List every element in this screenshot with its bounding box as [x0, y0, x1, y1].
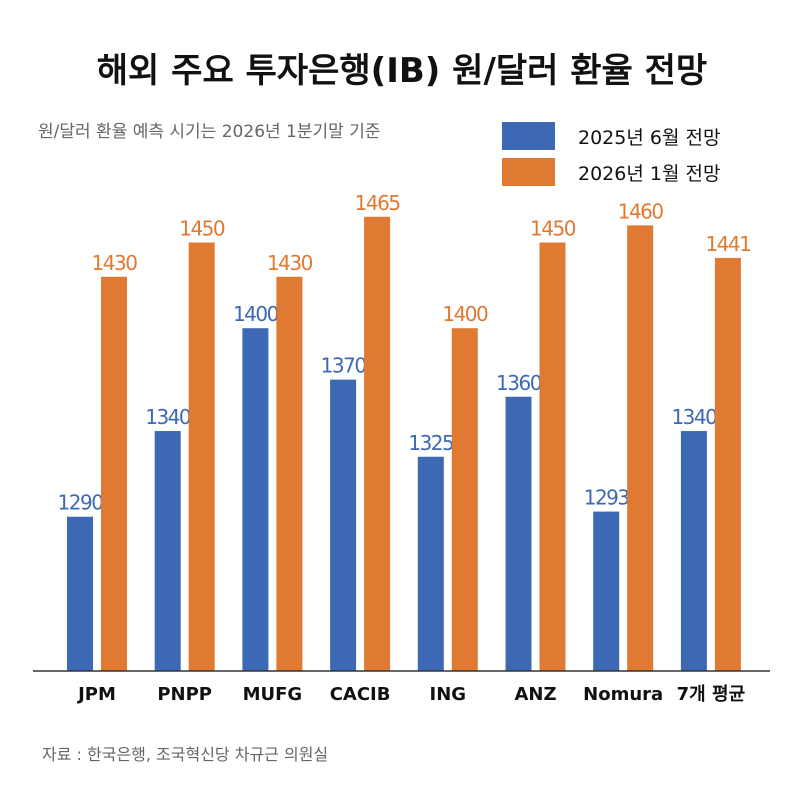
data-label: 1340	[671, 405, 717, 429]
data-label: 1400	[442, 302, 488, 326]
bar-ING-2025	[417, 456, 444, 671]
data-label: 1450	[530, 217, 576, 241]
bar-MUFG-2026	[276, 276, 303, 671]
bar-ING-2026	[451, 328, 478, 671]
bar-Nomura-2025	[593, 511, 620, 671]
x-tick-label: Nomura	[583, 684, 663, 705]
x-tick-label: ING	[430, 684, 467, 705]
bar-PNPP-2025	[154, 431, 181, 671]
x-tick-label: JPM	[76, 684, 116, 705]
x-tick-label: MUFG	[243, 684, 303, 705]
chart-title: 해외 주요 투자은행(IB) 원/달러 환율 전망	[97, 51, 707, 91]
bar-MUFG-2025	[242, 328, 269, 671]
x-tick-label: PNPP	[157, 684, 212, 705]
chart-subtitle: 원/달러 환율 예측 시기는 2026년 1분기말 기준	[38, 122, 380, 142]
bar-CACIB-2026	[364, 216, 391, 672]
data-label: 1430	[92, 251, 138, 275]
data-label: 1465	[355, 191, 400, 215]
data-label: 1400	[233, 302, 279, 326]
legend-swatch-2025	[502, 122, 555, 150]
bar-CACIB-2025	[330, 379, 357, 671]
x-tick-label: CACIB	[330, 684, 391, 705]
legend-label-2025: 2025년 6월 전망	[578, 127, 720, 149]
bar-JPM-2026	[101, 276, 127, 671]
data-label: 1430	[267, 251, 313, 275]
data-label: 1460	[618, 199, 664, 223]
data-label: 1360	[496, 371, 542, 395]
bar-PNPP-2026	[188, 242, 215, 671]
bar-ANZ-2025	[505, 396, 532, 671]
data-label: 1325	[408, 431, 453, 455]
data-label: 1290	[58, 491, 104, 515]
legend-label-2026: 2026년 1월 전망	[578, 163, 720, 185]
x-tick-label: 7개 평균	[677, 684, 745, 705]
data-label: 1340	[145, 405, 191, 429]
bar-7개 평균-2026	[714, 257, 741, 671]
bar-ANZ-2026	[539, 242, 566, 671]
legend-swatch-2026	[502, 158, 555, 186]
x-tick-label: ANZ	[514, 684, 556, 705]
data-label: 1370	[321, 354, 367, 378]
data-label: 1293	[584, 486, 630, 510]
bar-Nomura-2026	[627, 225, 654, 672]
source-note: 자료 : 한국은행, 조국혁신당 차규근 의원실	[42, 745, 328, 764]
bar-JPM-2025	[67, 516, 93, 671]
data-label: 1450	[179, 217, 225, 241]
data-label: 1441	[705, 232, 750, 256]
bar-7개 평균-2025	[680, 431, 707, 671]
